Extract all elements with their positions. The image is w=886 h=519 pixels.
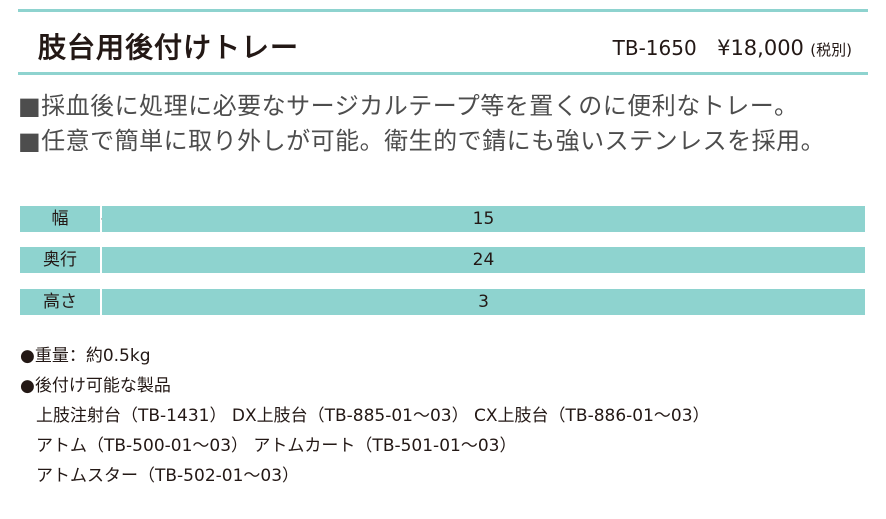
size-value: 3	[102, 289, 865, 315]
size-value: 15	[102, 206, 865, 232]
description-line: ■任意で簡単に取り外しが可能。衛生的で錆にも強いステンレスを採用。	[18, 127, 826, 155]
size-row-depth: 奥行 24	[20, 247, 865, 273]
product-description: ■採血後に処理に必要なサージカルテープ等を置くのに便利なトレー。 ■任意で簡単に…	[18, 89, 878, 159]
product-header: 肢台用後付けトレー TB-1650 ¥18,000 (税別)	[18, 22, 868, 68]
tax-note: (税別)	[810, 41, 852, 59]
compatible-product-line: 上肢注射台（TB-1431） DX上肢台（TB-885-01～03） CX上肢台…	[36, 406, 710, 426]
product-code: TB-1650	[612, 36, 697, 60]
size-label: 奥行	[20, 247, 100, 273]
product-title: 肢台用後付けトレー	[38, 31, 300, 64]
weight-text: ●重量：約0.5kg	[20, 346, 151, 366]
size-row-width: 幅 15	[20, 206, 865, 232]
price-line: TB-1650 ¥18,000 (税別)	[613, 36, 852, 60]
compatible-heading: ●後付け可能な製品	[20, 376, 171, 396]
compatible-product-line: アトムスター（TB-502-01～03）	[36, 466, 300, 486]
size-row-height: 高さ 3	[20, 289, 865, 315]
product-info: ●重量：約0.5kg ●後付け可能な製品 上肢注射台（TB-1431） DX上肢…	[20, 341, 710, 491]
top-divider	[18, 9, 868, 12]
size-value: 24	[102, 247, 865, 273]
compatible-product-line: アトム（TB-500-01～03） アトムカート（TB-501-01～03）	[36, 436, 517, 456]
size-label: 幅	[20, 206, 100, 232]
size-label: 高さ	[20, 289, 100, 315]
product-price: ¥18,000	[717, 36, 804, 60]
description-line: ■採血後に処理に必要なサージカルテープ等を置くのに便利なトレー。	[18, 92, 799, 120]
bottom-divider	[18, 72, 868, 75]
